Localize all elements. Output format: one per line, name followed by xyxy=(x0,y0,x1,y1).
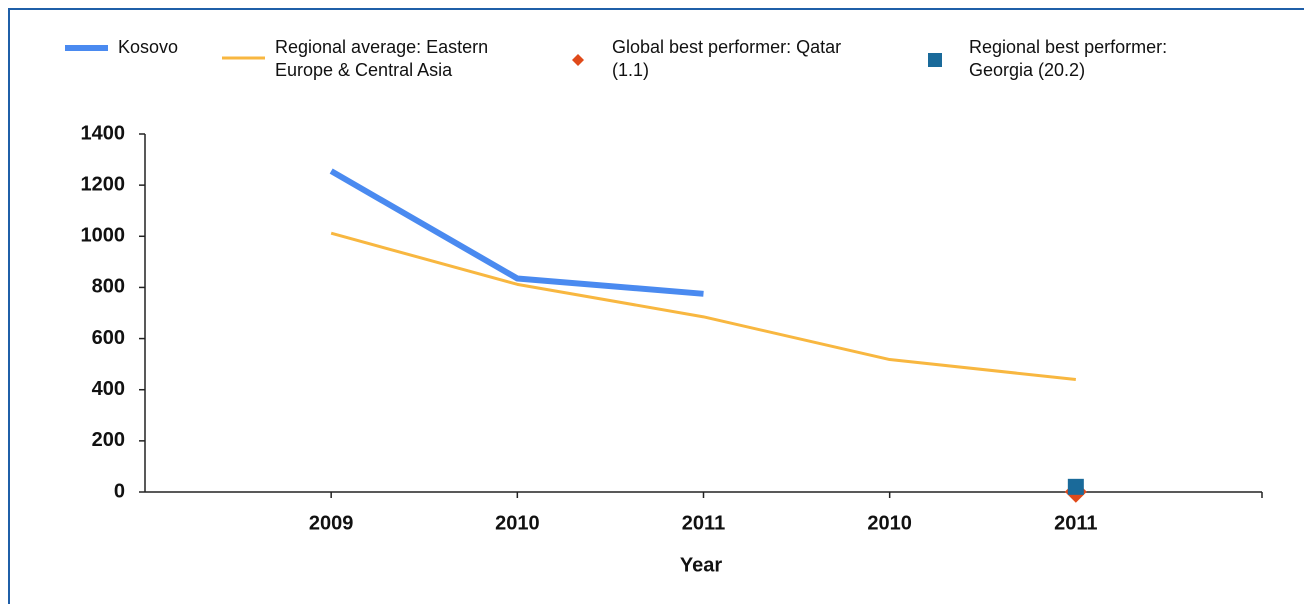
y-tick-label: 0 xyxy=(114,480,125,502)
x-tick-label: 2011 xyxy=(1054,512,1097,534)
legend-symbol xyxy=(572,54,584,66)
legend-label: Kosovo xyxy=(118,37,179,57)
y-tick-label: 400 xyxy=(92,378,125,400)
marker xyxy=(1067,478,1084,495)
x-axis-label: Year xyxy=(680,554,722,576)
legend-label: Global best performer: Qatar (1.1) xyxy=(612,37,842,80)
y-tick-label: 200 xyxy=(92,429,125,451)
legend-label: Regional best performer: Georgia (20.2) xyxy=(969,37,1168,80)
x-tick-label: 2011 xyxy=(682,512,725,534)
y-tick-label: 600 xyxy=(92,327,125,349)
legend-label: Regional average: Eastern Europe & Centr… xyxy=(275,37,489,80)
x-tick-label: 2010 xyxy=(495,512,540,534)
series-line xyxy=(329,168,704,297)
y-tick-label: 1200 xyxy=(81,173,126,195)
legend-symbol xyxy=(928,53,942,67)
y-tick-label: 800 xyxy=(92,276,125,298)
x-tick-label: 2010 xyxy=(867,512,912,534)
series-line xyxy=(330,231,1076,381)
y-tick-label: 1400 xyxy=(81,122,126,144)
frame xyxy=(8,8,1304,604)
y-tick-label: 1000 xyxy=(81,225,126,247)
x-tick-label: 2009 xyxy=(309,512,354,534)
